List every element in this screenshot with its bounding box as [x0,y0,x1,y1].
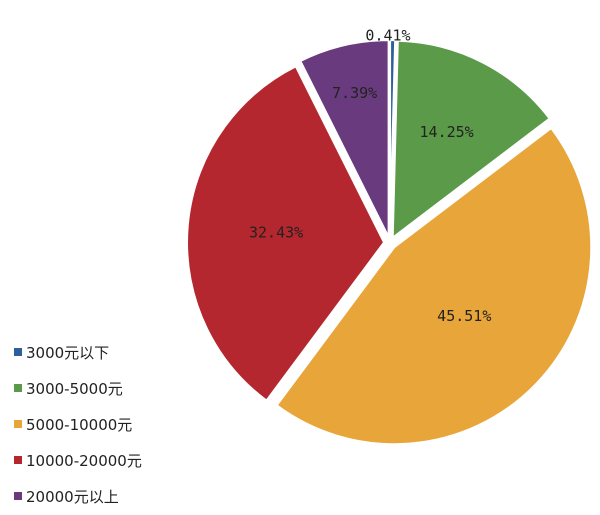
legend-item: 5000-10000元 [14,406,142,442]
slice-3000-5000 [391,39,552,240]
legend-item: 20000元以上 [14,478,142,514]
data-label: 45.51% [437,307,491,325]
legend-swatch [14,348,22,356]
legend-item: 10000-20000元 [14,442,142,478]
data-label: 14.25% [420,123,474,141]
legend-item: 3000-5000元 [14,370,142,406]
legend-swatch [14,420,22,428]
legend-item: 3000元以下 [14,334,142,370]
slice-5000-10000 [275,126,593,446]
legend-label: 3000-5000元 [26,379,123,398]
legend-label: 10000-20000元 [26,451,142,470]
legend-swatch [14,456,22,464]
legend-swatch [14,492,22,500]
legend-label: 20000元以上 [26,487,119,506]
legend-label: 3000元以下 [26,343,110,362]
data-label: 32.43% [249,224,303,242]
data-label: 7.39% [332,84,377,102]
data-label: 0.41% [365,27,410,45]
slice-above-20000 [299,39,390,238]
legend-label: 5000-10000元 [26,415,133,434]
slice-10000-20000 [186,64,386,402]
legend: 3000元以下 3000-5000元 5000-10000元 10000-200… [14,334,142,514]
slice-below-3000 [389,39,397,238]
legend-swatch [14,384,22,392]
